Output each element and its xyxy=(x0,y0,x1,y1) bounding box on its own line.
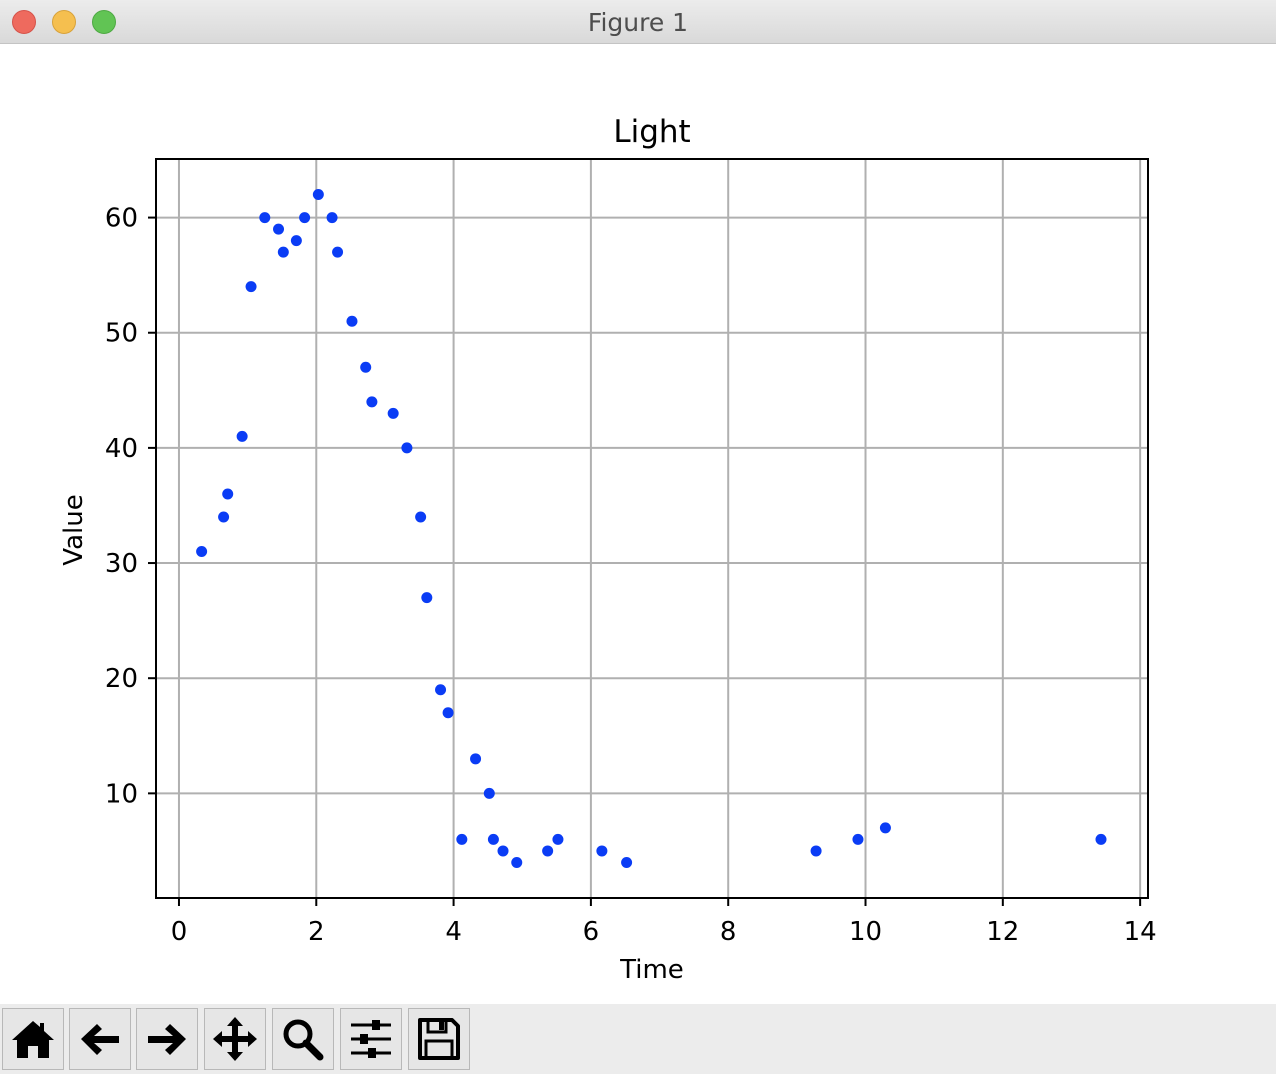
data-point xyxy=(810,845,822,857)
window-titlebar: Figure 1 xyxy=(0,0,1276,44)
data-point xyxy=(326,212,338,224)
forward-arrow-icon xyxy=(148,1024,186,1055)
axis-ticks: 0 2 4 6 8 10 12 14 10 20 30 40 50 60 xyxy=(105,204,1157,947)
data-point xyxy=(470,753,482,765)
data-point xyxy=(852,833,864,845)
plot-frame xyxy=(155,158,1149,899)
data-point xyxy=(511,856,523,868)
zoom-magnifier-icon xyxy=(283,1019,324,1061)
minimize-window-button[interactable] xyxy=(52,10,76,34)
x-tick-label: 14 xyxy=(1124,917,1157,947)
forward-button[interactable] xyxy=(136,1008,198,1070)
home-icon xyxy=(12,1021,54,1058)
data-point xyxy=(879,822,891,834)
data-point xyxy=(421,592,433,604)
configure-subplots-button[interactable] xyxy=(340,1008,402,1070)
y-tick-label: 40 xyxy=(105,434,138,464)
data-point xyxy=(277,246,289,258)
home-button[interactable] xyxy=(2,1008,64,1070)
data-point xyxy=(542,845,554,857)
back-arrow-icon xyxy=(81,1024,119,1055)
x-axis-label: Time xyxy=(619,955,684,985)
data-point xyxy=(366,396,378,408)
data-point xyxy=(236,430,248,442)
data-point xyxy=(273,223,285,235)
data-point xyxy=(259,212,271,224)
maximize-window-button[interactable] xyxy=(92,10,116,34)
data-point xyxy=(596,845,608,857)
chart-title: Light xyxy=(613,114,690,150)
save-button[interactable] xyxy=(408,1008,470,1070)
data-points xyxy=(196,189,1107,868)
zoom-button[interactable] xyxy=(272,1008,334,1070)
x-tick-label: 4 xyxy=(445,917,462,947)
pan-move-icon xyxy=(213,1017,257,1061)
data-point xyxy=(487,833,499,845)
data-point xyxy=(552,833,564,845)
y-tick-label: 10 xyxy=(105,779,138,809)
x-tick-label: 10 xyxy=(849,917,882,947)
y-tick-label: 30 xyxy=(105,549,138,579)
data-point xyxy=(1095,833,1107,845)
data-point xyxy=(401,442,413,454)
x-tick-label: 0 xyxy=(171,917,188,947)
data-point xyxy=(332,246,344,258)
data-point xyxy=(442,707,454,719)
navigation-toolbar xyxy=(0,1004,1276,1074)
data-point xyxy=(456,833,468,845)
data-point xyxy=(360,361,372,373)
figure-canvas[interactable]: 0 2 4 6 8 10 12 14 10 20 30 40 50 60 Light Time Value xyxy=(0,44,1276,1004)
data-point xyxy=(312,189,324,201)
data-point xyxy=(222,488,234,500)
data-point xyxy=(290,235,302,247)
x-tick-label: 6 xyxy=(583,917,600,947)
data-point xyxy=(196,546,208,558)
sliders-icon xyxy=(351,1020,391,1058)
scatter-chart: 0 2 4 6 8 10 12 14 10 20 30 40 50 60 Light Time Value xyxy=(59,114,1157,985)
data-point xyxy=(245,281,257,293)
x-tick-label: 8 xyxy=(720,917,737,947)
x-tick-label: 2 xyxy=(308,917,325,947)
y-tick-label: 20 xyxy=(105,664,138,694)
data-point xyxy=(483,787,495,799)
data-point xyxy=(346,315,358,327)
data-point xyxy=(218,511,230,523)
data-point xyxy=(497,845,509,857)
window-title: Figure 1 xyxy=(587,8,689,37)
close-window-button[interactable] xyxy=(12,10,36,34)
y-tick-label: 50 xyxy=(105,319,138,349)
data-point xyxy=(299,212,311,224)
data-point xyxy=(415,511,427,523)
save-floppy-icon xyxy=(418,1018,460,1060)
grid-lines xyxy=(157,160,1147,897)
data-point xyxy=(435,684,447,696)
y-axis-label: Value xyxy=(59,494,89,565)
back-button[interactable] xyxy=(69,1008,131,1070)
x-tick-label: 12 xyxy=(986,917,1019,947)
data-point xyxy=(387,407,399,419)
pan-button[interactable] xyxy=(204,1008,266,1070)
y-tick-label: 60 xyxy=(105,204,138,234)
data-point xyxy=(621,856,633,868)
